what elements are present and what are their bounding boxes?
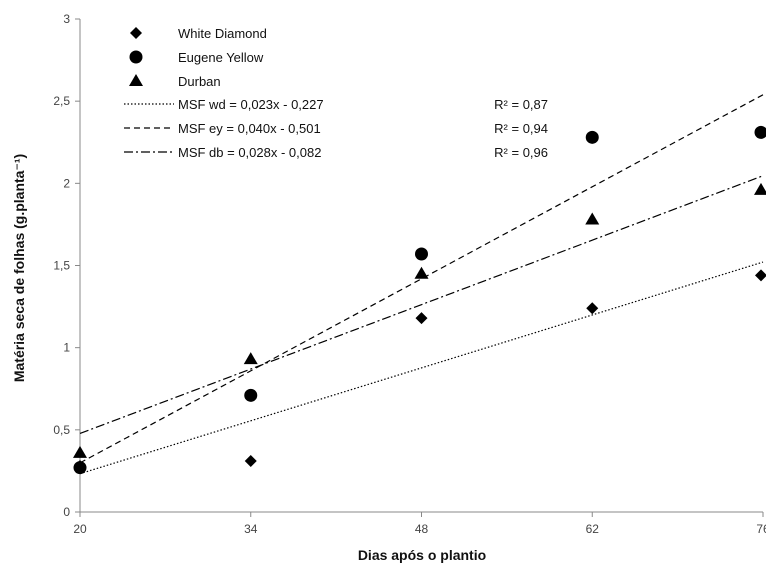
r-squared-label: R² = 0,94 [494,121,548,136]
y-tick-label: 2,5 [53,94,70,108]
legend-label: Eugene Yellow [178,50,264,65]
y-tick-label: 1,5 [53,259,70,273]
point-eugene-yellow [585,130,599,144]
y-tick-label: 2 [63,176,70,190]
tick-labels: 0 0,5 1 1,5 2 2,5 3 20 34 48 62 76 [53,12,766,536]
legend-marker-white-diamond [130,27,142,39]
legend-label: Durban [178,74,221,89]
trendline-equation: MSF wd = 0,023x - 0,227 [178,97,324,112]
r-squared-label: R² = 0,96 [494,145,548,160]
point-durban [414,266,429,279]
point-white-diamond [755,269,766,282]
r-squared-label: R² = 0,87 [494,97,548,112]
trendline-durban [79,175,764,435]
x-tick-label: 62 [586,522,600,536]
data-points [73,125,766,475]
legend-marker-durban [129,74,143,86]
x-axis-title: Dias após o plantio [358,547,486,563]
x-tick-label: 20 [73,522,87,536]
trendline-equation: MSF ey = 0,040x - 0,501 [178,121,321,136]
legend-marker-eugene-yellow [129,50,143,64]
point-white-diamond [244,455,257,468]
point-durban [73,445,87,458]
x-tick-label: 34 [244,522,258,536]
x-tick-label: 76 [756,522,766,536]
y-axis-title: Matéria seca de folhas (g.planta⁻¹) [11,154,27,382]
point-durban [754,182,766,195]
trendline-white-diamond [79,261,764,475]
point-eugene-yellow [73,461,87,475]
point-eugene-yellow [244,388,258,402]
point-white-diamond [415,312,428,325]
point-white-diamond [586,302,599,315]
point-eugene-yellow [754,125,766,139]
y-tick-label: 0 [63,505,70,519]
y-tick-label: 0,5 [53,423,70,437]
legend-label: White Diamond [178,26,267,41]
trendline-equation: MSF db = 0,028x - 0,082 [178,145,321,160]
legend: White Diamond Eugene Yellow Durban MSF wd =… [124,26,548,160]
y-tick-label: 1 [63,341,70,355]
y-tick-label: 3 [63,12,70,26]
point-durban [243,352,258,365]
x-tick-label: 48 [415,522,429,536]
axes [79,19,763,513]
trendlines [79,94,764,475]
point-durban [585,212,600,225]
point-eugene-yellow [415,247,428,261]
